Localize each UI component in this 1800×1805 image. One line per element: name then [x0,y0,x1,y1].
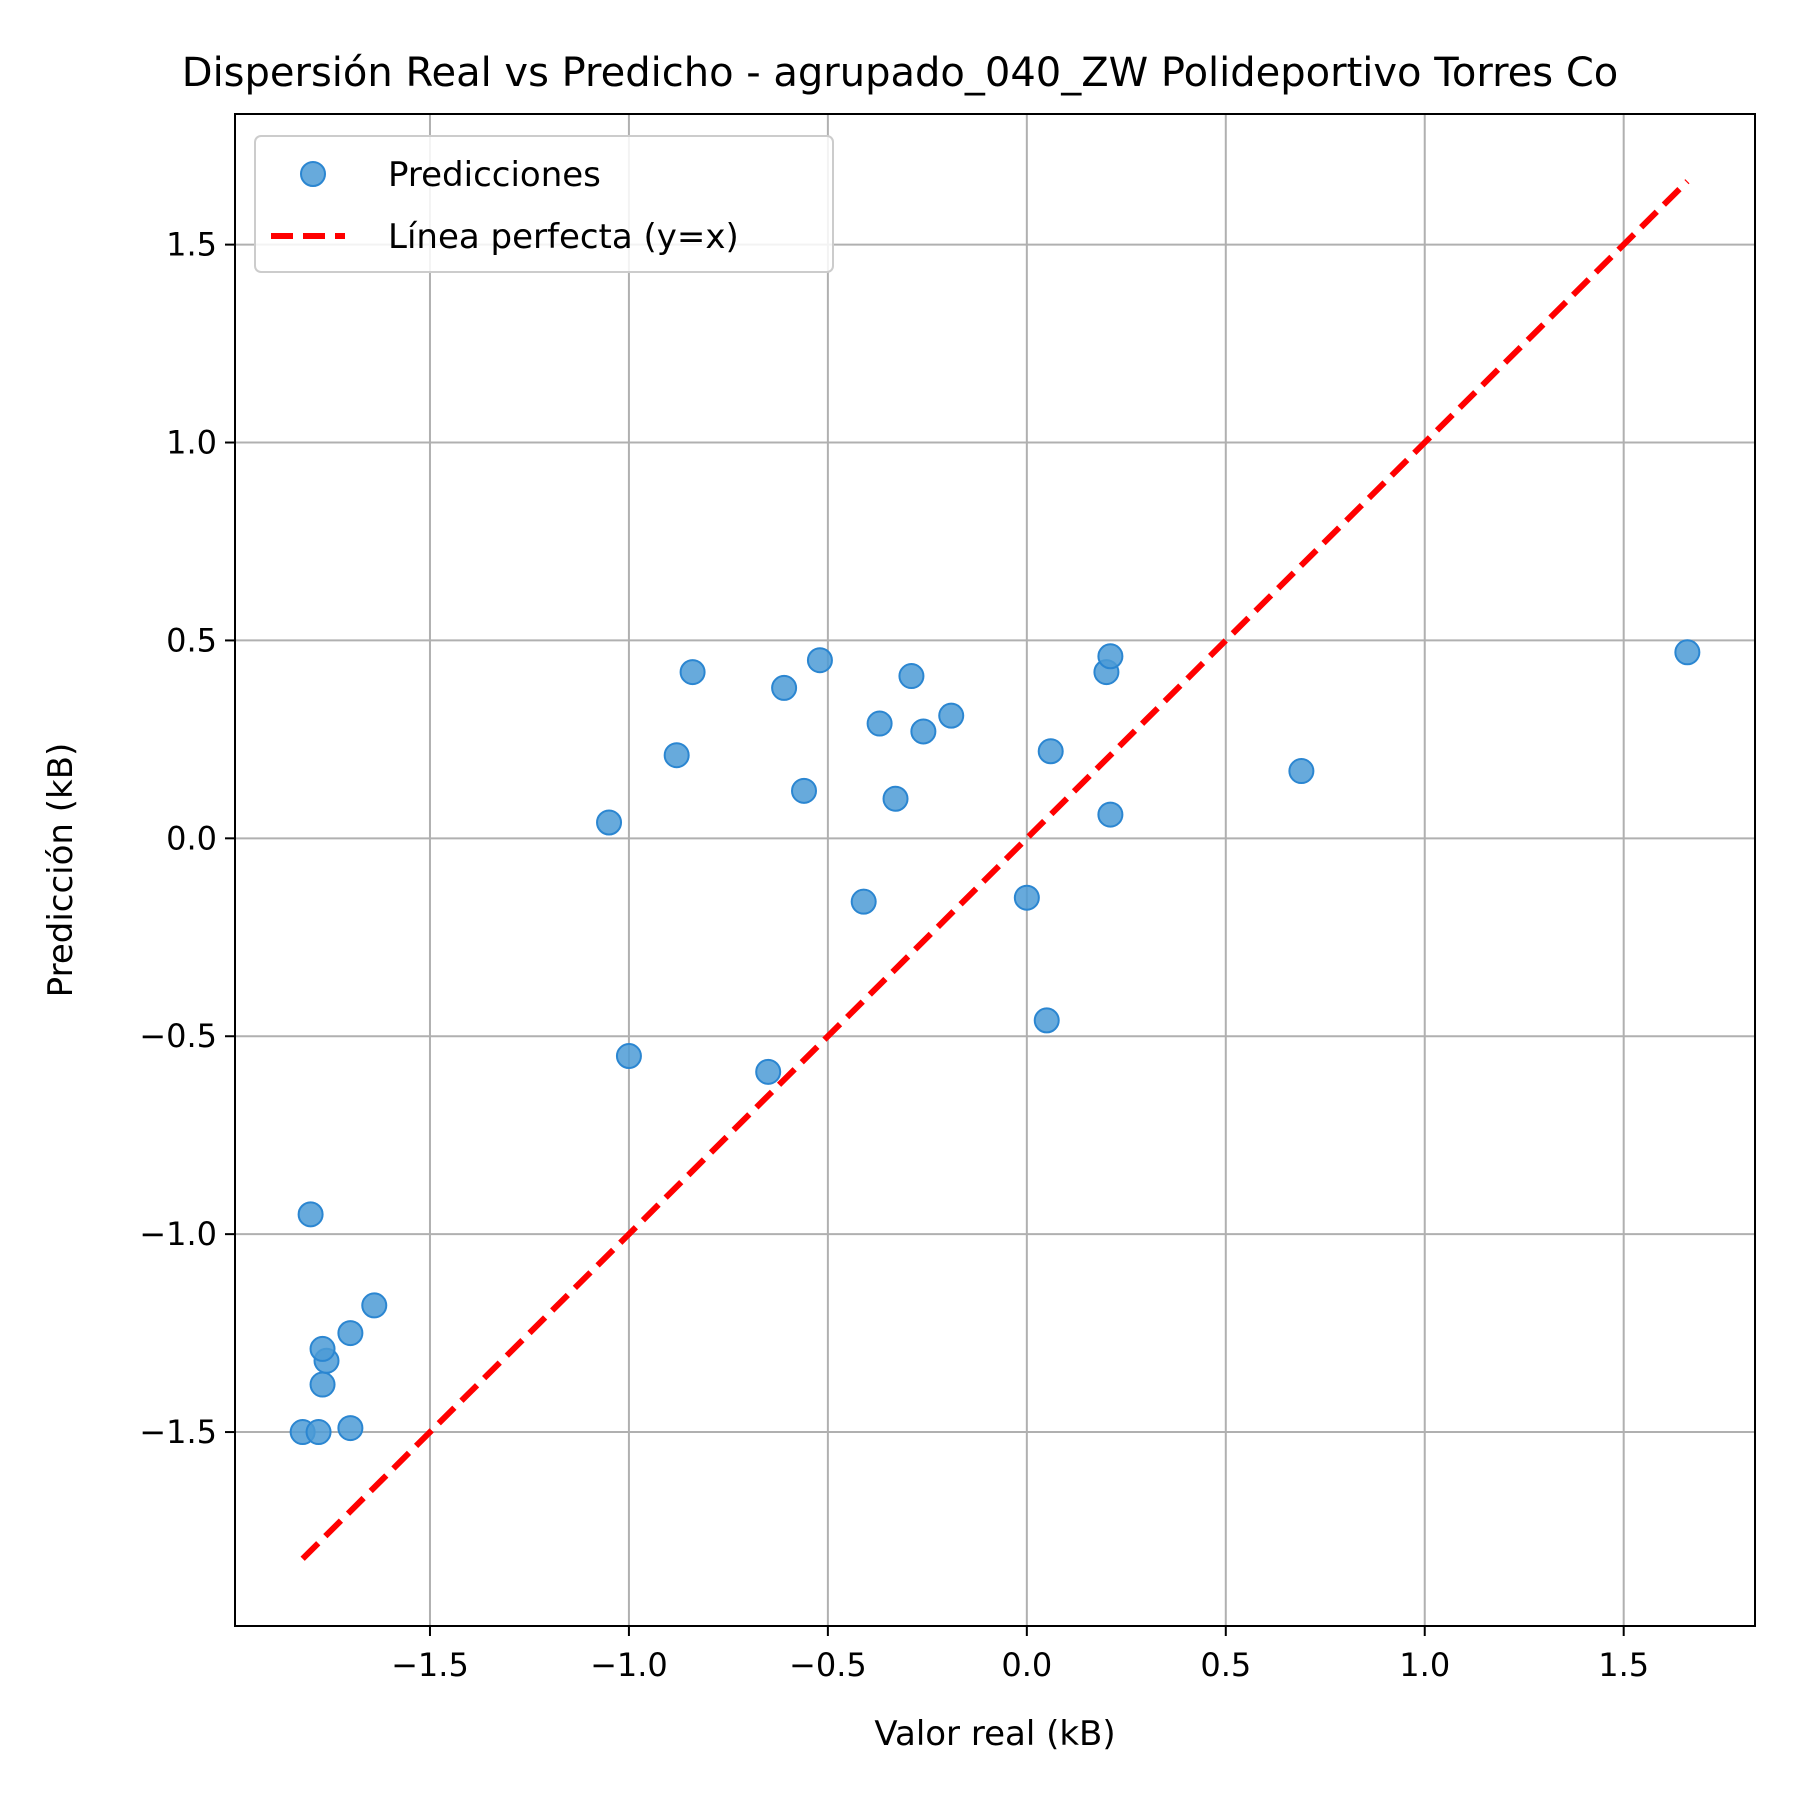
scatter-point [337,1320,364,1347]
scatter-point [1097,801,1124,828]
grid [235,114,1755,1626]
scatter-point [596,809,623,836]
scatter-point [898,663,925,690]
scatter-point [1097,643,1124,670]
scatter-point [309,1335,336,1362]
x-tick-label: 1.5 [1598,1646,1649,1684]
scatter-point [866,710,893,737]
scatter-point [679,659,706,686]
scatter-point [337,1415,364,1442]
scatter-point [615,1043,642,1070]
scatter-point [1288,758,1315,785]
perfect-line-layer [300,179,1690,1561]
y-tick-label: 0.5 [166,621,217,659]
scatter-point [663,742,690,769]
legend-scatter-marker [300,161,326,187]
y-axis-label: Predicción (kB) [41,743,81,998]
scatter-point [791,777,818,804]
scatter-point [1033,1007,1060,1034]
x-tick-label: 0.5 [1200,1646,1251,1684]
scatter-point [297,1201,324,1228]
chart-title: Dispersión Real vs Predicho - agrupado_0… [182,50,1618,96]
y-tick-label: 1.5 [166,226,217,264]
scatter-point [910,718,937,745]
scatter-point [882,785,909,812]
x-tick-label: 0.0 [1001,1646,1052,1684]
scatter-point [1037,738,1064,765]
x-tick-label: 1.0 [1399,1646,1450,1684]
y-tick-label: 1.0 [166,424,217,462]
ticks: −1.5 −1.0 −0.5 0.0 0.5 1.0 1.5 −1.5 −1.0 −0.5 0.0 0… [139,226,1649,1684]
scatter-point [755,1058,782,1085]
legend: Predicciones Línea perfecta (y=x) [254,135,834,273]
x-axis-label: Valor real (kB) [874,1714,1115,1754]
y-tick-label: 0.0 [166,819,217,857]
scatter-point [771,674,798,701]
legend-label-predicciones: Predicciones [388,155,601,195]
points-layer [289,639,1701,1446]
scatter-point [1013,884,1040,911]
x-tick-label: −1.0 [590,1646,668,1684]
x-tick-label: −0.5 [789,1646,867,1684]
scatter-point [806,647,833,674]
scatter-point [938,702,965,729]
perfect-fit-line [300,179,1690,1561]
scatter-point [309,1371,336,1398]
y-tick-label: −1.5 [139,1413,217,1451]
x-tick-label: −1.5 [391,1646,469,1684]
scatter-point [305,1419,332,1446]
scatter-point [850,888,877,915]
y-tick-label: −1.0 [139,1215,217,1253]
y-tick-label: −0.5 [139,1017,217,1055]
scatter-point [1674,639,1701,666]
scatter-point [361,1292,388,1319]
legend-box [254,135,834,273]
plot-frame [234,113,1756,1627]
legend-label-linea-perfecta: Línea perfecta (y=x) [388,217,739,257]
